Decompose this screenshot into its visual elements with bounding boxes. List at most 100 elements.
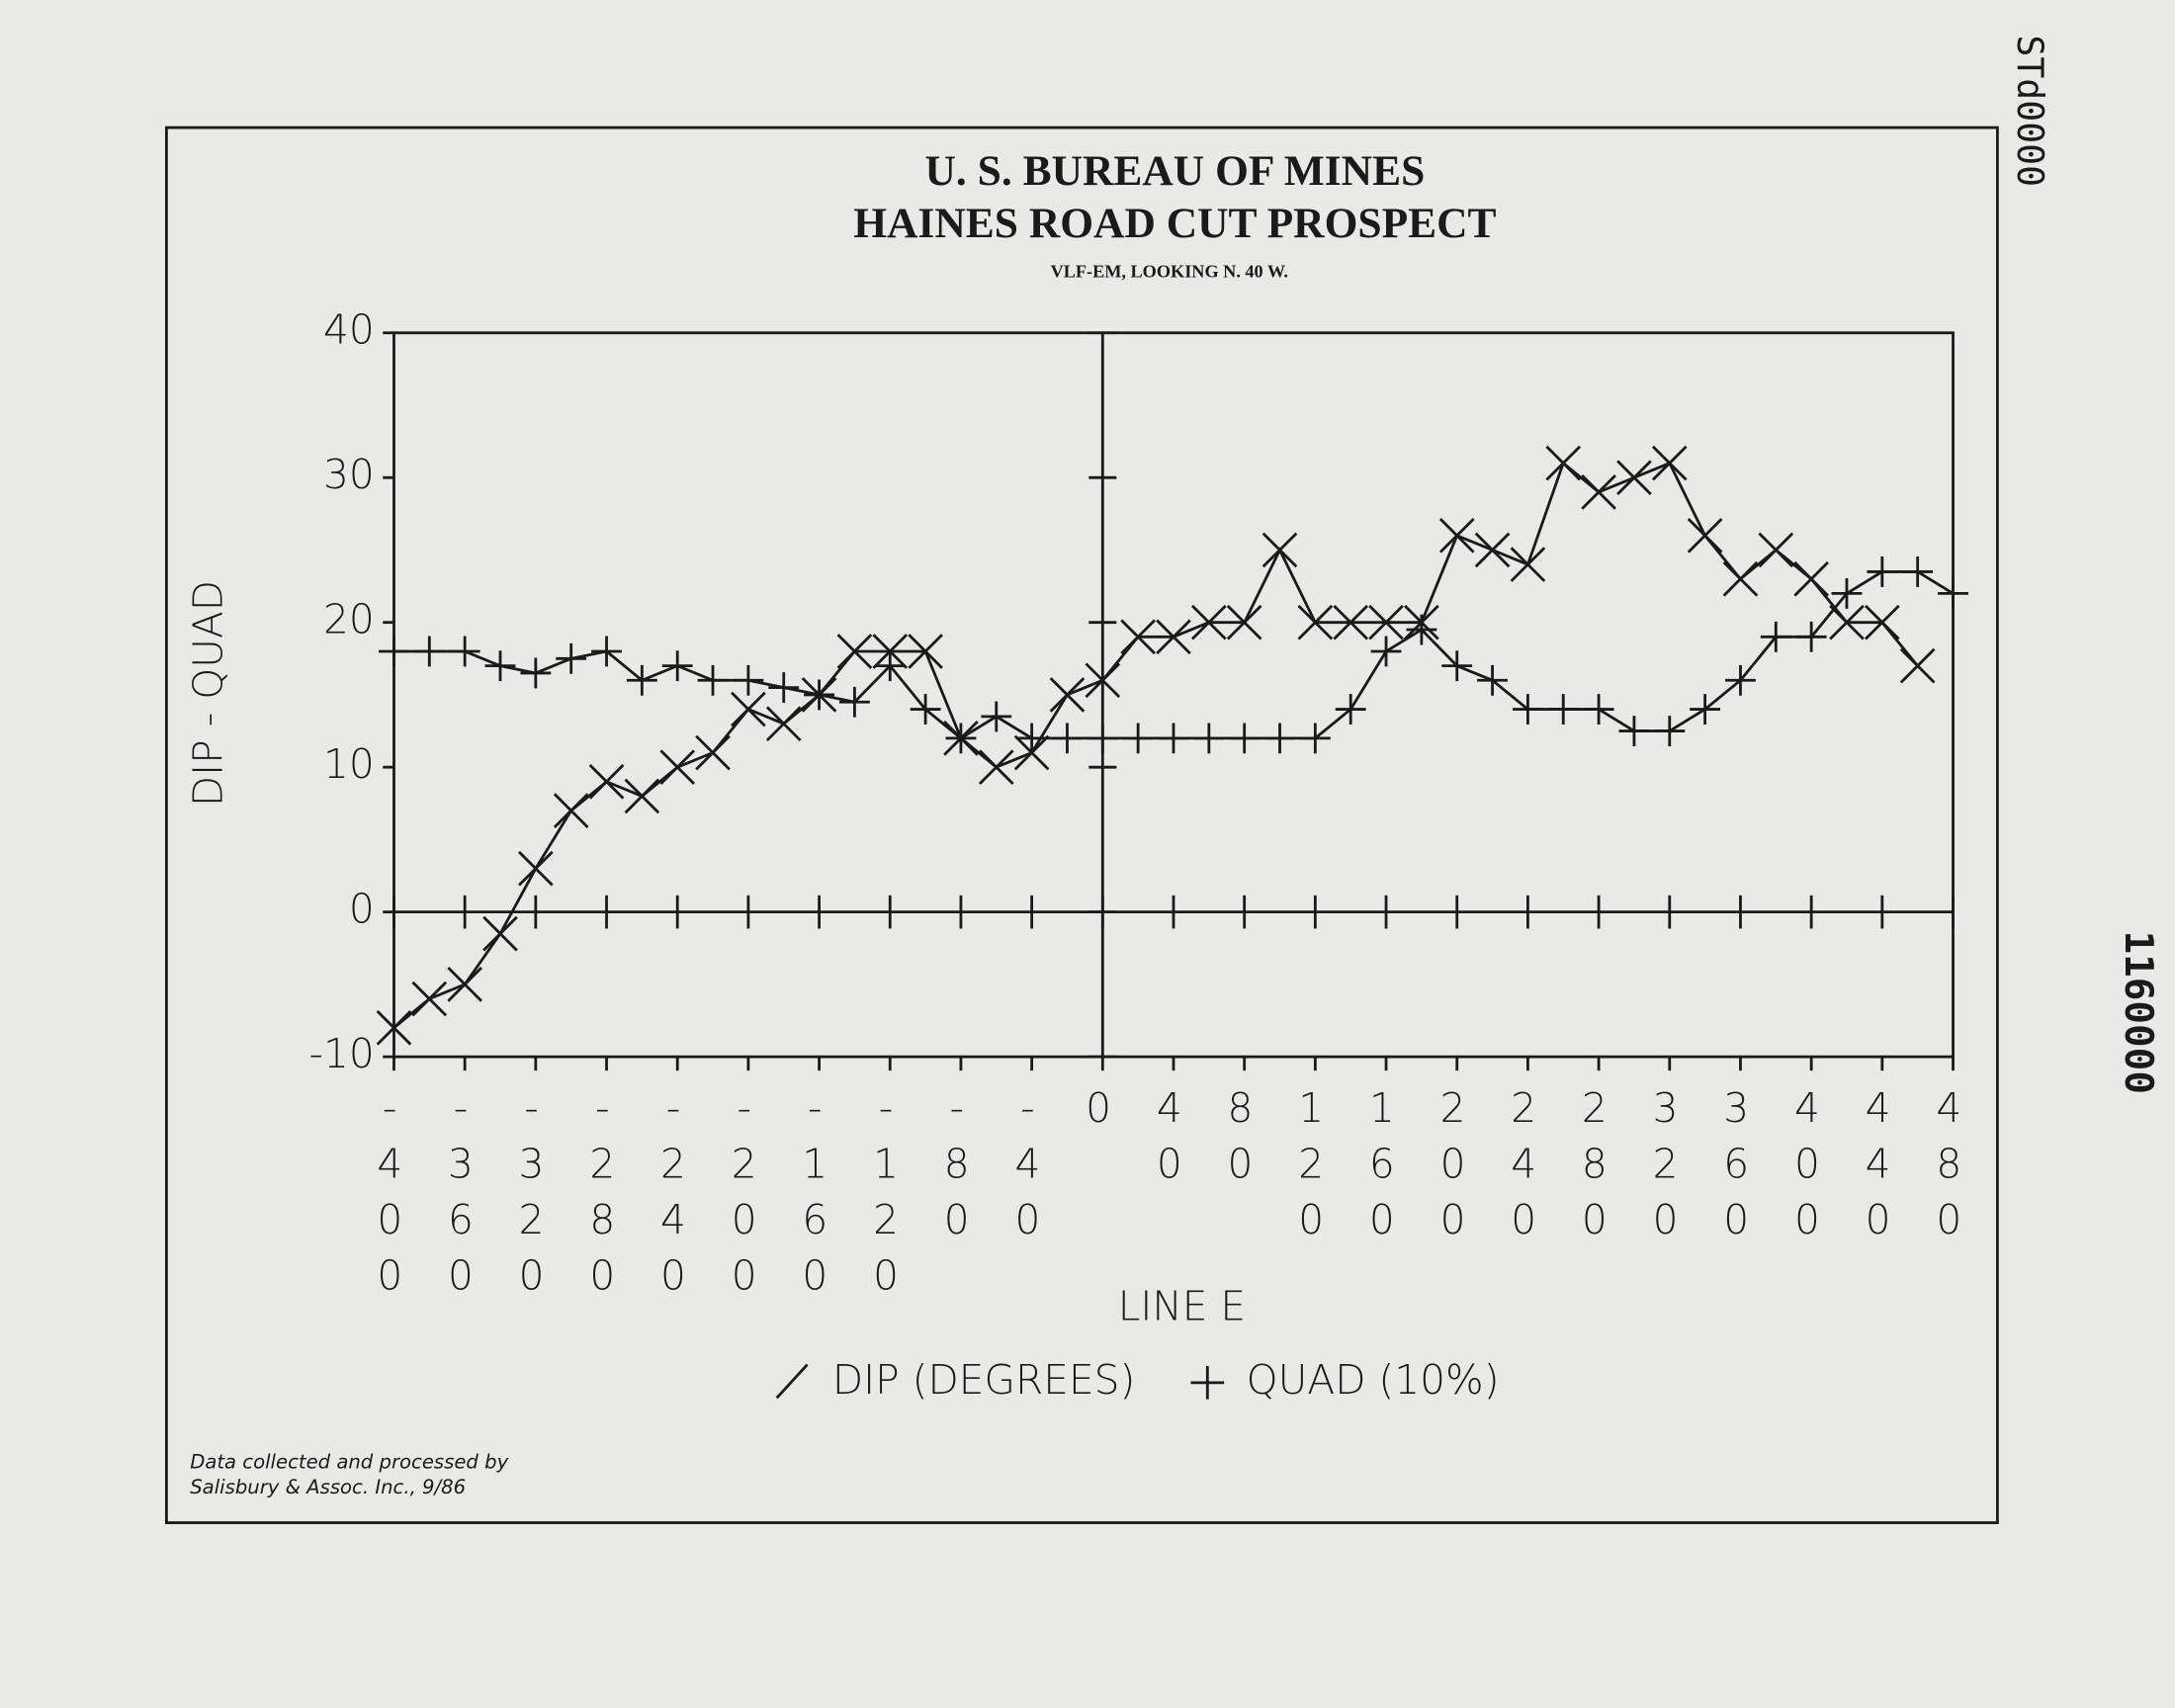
marker	[1793, 560, 1829, 597]
x-tick-label: 240	[1500, 1084, 1547, 1251]
marker	[1262, 532, 1298, 568]
marker	[449, 636, 480, 667]
marker	[1510, 547, 1546, 582]
x-tick-label: -280	[578, 1084, 626, 1308]
marker	[731, 691, 766, 727]
marker	[520, 657, 552, 689]
y-tick-label: -10	[308, 1030, 374, 1077]
marker	[518, 850, 554, 887]
x-tick-label: -200	[721, 1084, 768, 1308]
marker	[626, 664, 657, 696]
marker	[1085, 662, 1121, 699]
marker	[1474, 532, 1511, 568]
marker	[1690, 694, 1721, 726]
legend-label: DIP (DEGREES)	[832, 1356, 1136, 1404]
x-tick-label: -320	[508, 1084, 556, 1308]
marker	[1229, 723, 1261, 754]
marker	[733, 664, 764, 696]
x-tick-label: 280	[1571, 1084, 1618, 1251]
marker	[1297, 604, 1334, 640]
marker	[1049, 677, 1086, 713]
series-line	[393, 570, 1955, 740]
marker	[945, 723, 977, 754]
y-tick-label: 20	[323, 596, 375, 643]
marker	[1938, 577, 1968, 609]
marker	[1725, 664, 1756, 696]
marker	[588, 763, 625, 800]
marker	[978, 749, 1014, 785]
stamp: 1160000	[2116, 930, 2160, 1093]
x-tick-label: 480	[1925, 1084, 1972, 1251]
marker	[1087, 723, 1118, 754]
marker	[482, 915, 518, 952]
x-tick-label: 360	[1712, 1084, 1760, 1251]
marker	[591, 636, 622, 667]
marker	[981, 701, 1012, 732]
marker	[1120, 619, 1156, 655]
marker	[447, 967, 482, 1002]
marker	[804, 679, 835, 711]
marker	[1264, 723, 1295, 754]
marker	[1333, 604, 1369, 640]
marker	[624, 778, 660, 814]
marker	[1899, 647, 1936, 684]
credit: Salisbury & Assoc. Inc., 9/86	[190, 1476, 466, 1498]
plot-area	[392, 331, 1955, 1059]
marker	[768, 672, 800, 704]
x-tick-label: -400	[366, 1084, 413, 1308]
marker	[910, 694, 941, 726]
y-tick-label: 0	[349, 886, 375, 933]
marker	[1299, 723, 1331, 754]
x-axis-label: LINE E	[1118, 1282, 1246, 1329]
marker	[1547, 694, 1579, 726]
marker	[1441, 650, 1473, 682]
marker	[1902, 555, 1934, 587]
x-tick-label: 0	[1075, 1084, 1122, 1140]
marker	[1368, 604, 1404, 640]
legend-label: QUAD (10%)	[1247, 1356, 1500, 1404]
y-tick-label: 10	[323, 740, 375, 788]
x-tick-label: 200	[1430, 1084, 1477, 1251]
marker	[1722, 560, 1759, 597]
x-tick-label: -360	[437, 1084, 484, 1308]
chart-subtitle: HAINES ROAD CUT PROSPECT	[853, 200, 1496, 247]
marker	[1122, 723, 1154, 754]
marker	[1758, 532, 1794, 568]
marker	[836, 634, 873, 669]
marker	[1156, 619, 1191, 655]
marker	[1831, 577, 1863, 609]
marker	[1193, 723, 1225, 754]
marker	[1406, 614, 1437, 645]
x-tick-label: 440	[1855, 1084, 1902, 1251]
marker	[1191, 604, 1227, 640]
legend-marker	[1190, 1366, 1225, 1400]
marker	[553, 793, 589, 828]
marker	[1370, 636, 1402, 667]
marker	[1158, 723, 1189, 754]
x-tick-label: 400	[1784, 1084, 1831, 1251]
marker	[1618, 716, 1650, 746]
x-tick-label: 120	[1287, 1084, 1335, 1251]
marker	[484, 650, 516, 682]
marker	[1545, 445, 1582, 481]
y-tick-label: 30	[323, 451, 375, 498]
marker	[838, 686, 870, 718]
marker	[376, 1010, 412, 1046]
marker	[1052, 723, 1083, 754]
marker	[1829, 604, 1865, 640]
credit: Data collected and processed by	[190, 1451, 508, 1474]
marker	[1795, 621, 1827, 652]
marker	[765, 706, 802, 742]
marker	[1335, 694, 1366, 726]
marker	[908, 634, 943, 669]
y-axis-label: DIP - QUAD	[184, 580, 231, 807]
x-tick-label: -240	[650, 1084, 697, 1308]
marker	[379, 636, 409, 667]
marker	[1581, 474, 1616, 510]
marker	[556, 642, 587, 674]
legend-marker	[775, 1363, 809, 1400]
marker	[1651, 445, 1688, 481]
x-tick-label: -120	[862, 1084, 910, 1308]
